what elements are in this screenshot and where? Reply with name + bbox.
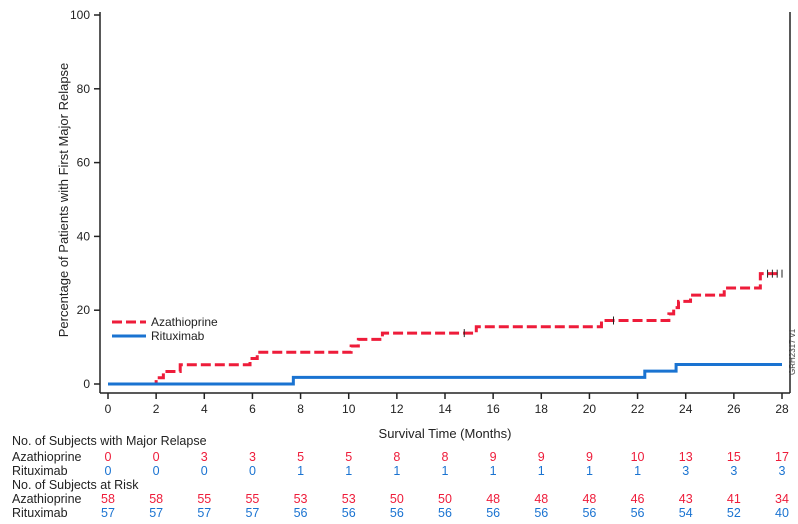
risk-table-heading: No. of Subjects with Major Relapse — [12, 434, 207, 448]
x-tick-label: 12 — [390, 402, 404, 416]
legend-label-azathioprine: Azathioprine — [151, 315, 218, 329]
x-tick-label: 20 — [583, 402, 597, 416]
risk-table-cell: 57 — [101, 506, 115, 520]
risk-table-row-label: Azathioprine — [12, 450, 82, 464]
risk-table-cell: 3 — [730, 464, 737, 478]
risk-table-cell: 13 — [679, 450, 693, 464]
risk-table-cell: 0 — [201, 464, 208, 478]
risk-table-cell: 1 — [538, 464, 545, 478]
risk-table-cell: 1 — [634, 464, 641, 478]
risk-table-cell: 53 — [342, 492, 356, 506]
risk-table-cell: 57 — [245, 506, 259, 520]
risk-table-cell: 56 — [294, 506, 308, 520]
risk-table-cell: 1 — [345, 464, 352, 478]
series-line-rituximab — [108, 362, 782, 386]
risk-table-cell: 5 — [297, 450, 304, 464]
risk-table-cell: 8 — [442, 450, 449, 464]
risk-table-cell: 3 — [201, 450, 208, 464]
risk-table-cell: 56 — [582, 506, 596, 520]
risk-table-cell: 53 — [294, 492, 308, 506]
risk-table-row-label: Azathioprine — [12, 492, 82, 506]
risk-table-cell: 56 — [631, 506, 645, 520]
x-axis-label: Survival Time (Months) — [379, 426, 512, 441]
x-tick-label: 6 — [249, 402, 256, 416]
x-tick-label: 26 — [727, 402, 741, 416]
risk-table-cell: 3 — [779, 464, 786, 478]
risk-table-cell: 0 — [153, 464, 160, 478]
risk-table-cell: 1 — [297, 464, 304, 478]
legend: Azathioprine Rituximab — [112, 315, 218, 343]
risk-table-cell: 17 — [775, 450, 789, 464]
risk-table-cell: 1 — [490, 464, 497, 478]
risk-table-cell: 40 — [775, 506, 789, 520]
risk-table-cell: 41 — [727, 492, 741, 506]
risk-table-cell: 1 — [393, 464, 400, 478]
risk-table-cell: 8 — [393, 450, 400, 464]
risk-table-cell: 56 — [534, 506, 548, 520]
risk-table-cell: 3 — [249, 450, 256, 464]
risk-table-cell: 56 — [390, 506, 404, 520]
risk-table-cell: 50 — [390, 492, 404, 506]
risk-table-cell: 48 — [582, 492, 596, 506]
risk-table-cell: 3 — [682, 464, 689, 478]
watermark: GRH2317 v1 — [788, 328, 797, 375]
series-line-azathioprine — [108, 272, 782, 386]
risk-table-row-label: Rituximab — [12, 464, 68, 478]
risk-table-cell: 9 — [538, 450, 545, 464]
x-tick-label: 4 — [201, 402, 208, 416]
risk-table-cell: 46 — [631, 492, 645, 506]
y-axis-label: Percentage of Patients with First Major … — [56, 63, 71, 338]
y-tick-label: 100 — [70, 8, 90, 22]
risk-table-cell: 10 — [631, 450, 645, 464]
x-tick-label: 10 — [342, 402, 356, 416]
risk-table-cell: 50 — [438, 492, 452, 506]
risk-table-cell: 5 — [345, 450, 352, 464]
risk-table-cell: 48 — [486, 492, 500, 506]
risk-table-cell: 56 — [438, 506, 452, 520]
risk-table-row-label: Rituximab — [12, 506, 68, 520]
y-tick-label: 20 — [77, 303, 91, 317]
risk-table-cell: 9 — [586, 450, 593, 464]
risk-table-heading: No. of Subjects at Risk — [12, 478, 139, 492]
risk-table-cell: 0 — [105, 464, 112, 478]
y-tick-label: 60 — [77, 156, 91, 170]
x-tick-label: 22 — [631, 402, 645, 416]
risk-table-cell: 0 — [249, 464, 256, 478]
risk-table-cell: 55 — [197, 492, 211, 506]
risk-table-cell: 56 — [486, 506, 500, 520]
risk-table-cell: 52 — [727, 506, 741, 520]
risk-table-cell: 57 — [197, 506, 211, 520]
risk-table-cell: 0 — [153, 450, 160, 464]
risk-table-cell: 43 — [679, 492, 693, 506]
risk-table-cell: 56 — [342, 506, 356, 520]
x-tick-label: 14 — [438, 402, 452, 416]
risk-table-cell: 1 — [586, 464, 593, 478]
risk-table-cell: 1 — [442, 464, 449, 478]
x-tick-label: 0 — [105, 402, 112, 416]
x-tick-label: 18 — [535, 402, 549, 416]
risk-table-cell: 54 — [679, 506, 693, 520]
legend-label-rituximab: Rituximab — [151, 329, 205, 343]
risk-table-cell: 9 — [490, 450, 497, 464]
risk-table-cell: 58 — [101, 492, 115, 506]
risk-table-cell: 48 — [534, 492, 548, 506]
x-tick-label: 16 — [486, 402, 500, 416]
x-tick-label: 28 — [775, 402, 789, 416]
y-tick-label: 40 — [77, 229, 91, 243]
risk-table-cell: 57 — [149, 506, 163, 520]
risk-table-cell: 55 — [245, 492, 259, 506]
x-tick-label: 8 — [297, 402, 304, 416]
x-tick-label: 24 — [679, 402, 693, 416]
risk-table-cell: 15 — [727, 450, 741, 464]
risk-table-cell: 34 — [775, 492, 789, 506]
risk-table-cell: 58 — [149, 492, 163, 506]
y-tick-label: 80 — [77, 82, 91, 96]
x-tick-label: 2 — [153, 402, 160, 416]
y-tick-label: 0 — [83, 377, 90, 391]
risk-table-cell: 0 — [105, 450, 112, 464]
